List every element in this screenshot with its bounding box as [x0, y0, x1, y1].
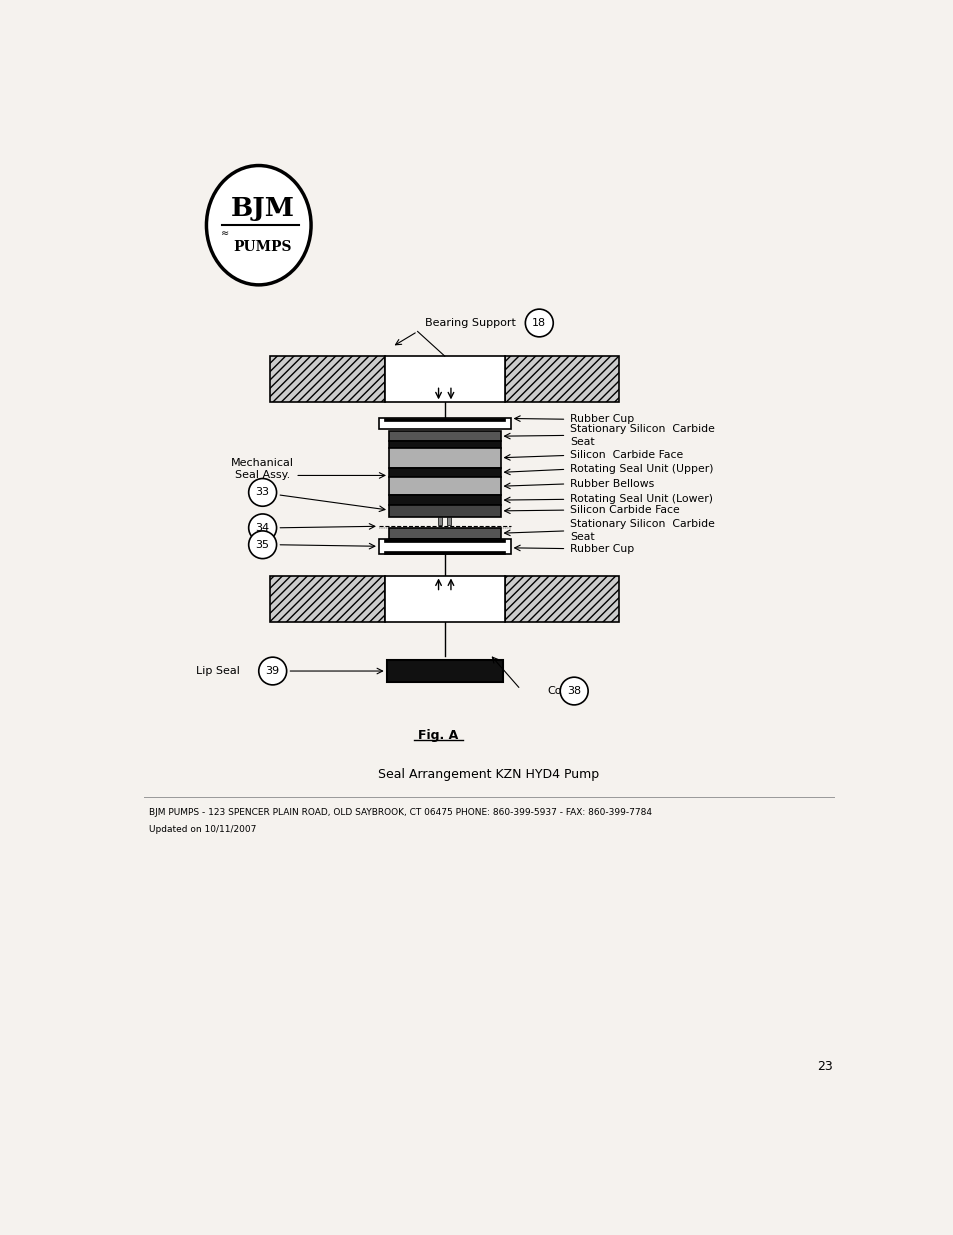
Bar: [378, 417, 510, 430]
Text: Rotating Seal Unit (Upper): Rotating Seal Unit (Upper): [570, 464, 713, 474]
Bar: [504, 356, 618, 403]
Bar: [504, 576, 618, 621]
Text: Seal Arrangement KZN HYD4 Pump: Seal Arrangement KZN HYD4 Pump: [378, 768, 598, 781]
Text: Updated on 10/11/2007: Updated on 10/11/2007: [149, 825, 255, 834]
Text: Rubber Cup: Rubber Cup: [570, 543, 634, 553]
Text: 18: 18: [532, 317, 546, 329]
Text: 23: 23: [816, 1061, 832, 1073]
Bar: [384, 538, 505, 542]
Bar: [437, 517, 441, 525]
Text: Rotating Seal Unit (Lower): Rotating Seal Unit (Lower): [570, 494, 713, 504]
Text: Fig. A: Fig. A: [418, 729, 458, 742]
Bar: [389, 495, 500, 505]
Text: 38: 38: [566, 687, 580, 697]
Bar: [384, 551, 505, 555]
Bar: [389, 527, 500, 538]
Text: Silicon  Carbide Face: Silicon Carbide Face: [570, 451, 683, 461]
Bar: [389, 448, 500, 468]
Bar: [389, 431, 500, 441]
Text: Silicon Carbide Face: Silicon Carbide Face: [570, 505, 679, 515]
Text: Rubber Bellows: Rubber Bellows: [570, 479, 654, 489]
Text: Stationary Silicon  Carbide
Seat: Stationary Silicon Carbide Seat: [570, 520, 715, 542]
Text: Rubber Cup: Rubber Cup: [570, 414, 634, 425]
Bar: [389, 505, 500, 517]
Text: Cover: Cover: [546, 687, 579, 697]
Text: Stationary Silicon  Carbide
Seat: Stationary Silicon Carbide Seat: [570, 424, 715, 447]
Text: 35: 35: [255, 540, 270, 550]
Bar: [447, 517, 451, 525]
Text: 33: 33: [255, 488, 270, 498]
Text: Mechanical
Seal Assy.: Mechanical Seal Assy.: [231, 458, 294, 480]
Text: ≈: ≈: [220, 228, 229, 238]
Circle shape: [258, 657, 286, 685]
Text: 34: 34: [255, 522, 270, 532]
Text: 39: 39: [265, 666, 279, 676]
Circle shape: [559, 677, 587, 705]
Bar: [386, 661, 502, 682]
Bar: [378, 538, 510, 555]
Circle shape: [249, 531, 276, 558]
Bar: [270, 356, 384, 403]
Text: BJM: BJM: [231, 196, 294, 221]
Ellipse shape: [206, 165, 311, 285]
Bar: [270, 576, 384, 621]
Bar: [389, 477, 500, 495]
Bar: [384, 356, 504, 403]
Circle shape: [249, 514, 276, 542]
Bar: [384, 576, 504, 621]
Text: Lip Seal: Lip Seal: [195, 666, 239, 676]
Text: BJM PUMPS - 123 SPENCER PLAIN ROAD, OLD SAYBROOK, CT 06475 PHONE: 860-399-5937 -: BJM PUMPS - 123 SPENCER PLAIN ROAD, OLD …: [149, 808, 651, 818]
Text: PUMPS: PUMPS: [233, 240, 292, 253]
Text: Bearing Support: Bearing Support: [425, 317, 516, 329]
Circle shape: [525, 309, 553, 337]
Circle shape: [249, 478, 276, 506]
Bar: [389, 468, 500, 477]
Bar: [389, 441, 500, 448]
Bar: [384, 417, 505, 421]
